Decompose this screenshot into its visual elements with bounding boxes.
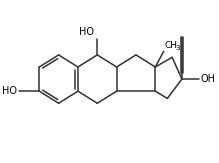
Text: HO: HO (2, 86, 17, 96)
Text: HO: HO (79, 27, 94, 37)
Text: 3: 3 (175, 45, 180, 51)
Text: OH: OH (201, 74, 216, 84)
Text: CH: CH (165, 41, 178, 50)
